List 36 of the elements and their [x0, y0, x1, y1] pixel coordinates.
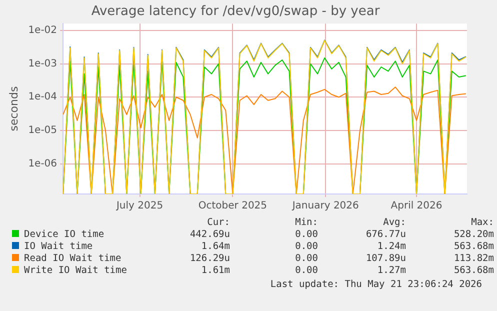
text: 126.29u: [188, 253, 230, 265]
text: 1.27m: [376, 265, 406, 277]
text: 1.64m: [200, 241, 230, 253]
text: Avg:: [382, 217, 406, 229]
x-tick-label: April 2026: [390, 200, 442, 212]
y-tick-label: 1e-04: [28, 92, 58, 103]
text: Max:: [470, 217, 494, 229]
text: 442.69u: [188, 229, 230, 241]
y-tick-label: 1e-05: [28, 125, 58, 136]
y-tick-label: 1e-02: [28, 25, 58, 36]
x-tick-label: October 2025: [198, 200, 268, 212]
x-tick-label: January 2026: [291, 200, 359, 212]
text: 676.77u: [364, 229, 406, 241]
text: 0.00: [294, 265, 318, 277]
legend-label: Write IO Wait time: [23, 265, 128, 277]
legend-label: Read IO Wait time: [23, 253, 122, 265]
legend-label: IO Wait time: [23, 241, 94, 253]
text: Cur:: [206, 217, 230, 229]
text: 1.24m: [376, 241, 406, 253]
y-tick-label: 1e-06: [28, 158, 58, 170]
y-axis-title: seconds: [7, 86, 20, 132]
text: 0.00: [294, 253, 318, 265]
text: Min:: [294, 217, 318, 229]
text: 563.68m: [452, 241, 494, 253]
text: 107.89u: [364, 253, 406, 265]
text: Last update: Thu May 21 23:06:24 2026: [270, 279, 482, 290]
text: 0.00: [294, 241, 318, 253]
legend-label: Device IO time: [23, 229, 106, 241]
text: 528.20m: [452, 229, 494, 241]
text: 563.68m: [452, 265, 494, 277]
chart-title: Average latency for /dev/vg0/swap - by year: [91, 4, 380, 20]
text: 113.82m: [452, 253, 494, 265]
y-tick-label: 1e-03: [28, 58, 58, 70]
text: 0.00: [294, 229, 318, 241]
text: 1.61m: [200, 265, 230, 277]
x-tick-label: July 2025: [115, 200, 164, 212]
